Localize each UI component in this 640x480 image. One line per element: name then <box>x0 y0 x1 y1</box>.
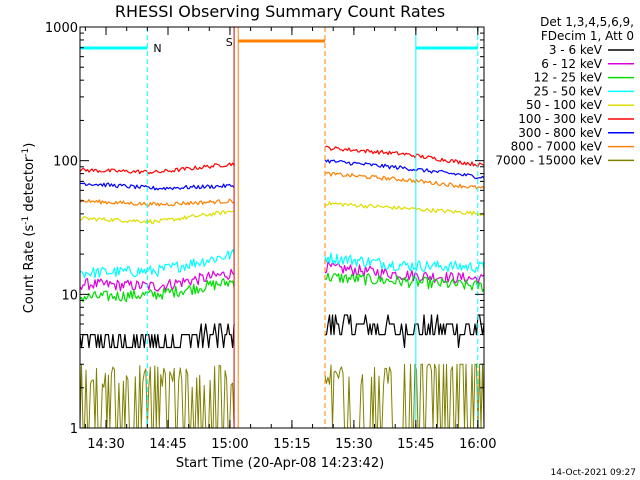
series-1-segment-1 <box>79 268 235 292</box>
series-6-segment-1 <box>80 182 235 191</box>
legend-label-7: 800 - 7000 keV <box>511 140 603 154</box>
series-2-segment-2 <box>324 272 485 292</box>
series-0-segment-1 <box>79 323 235 349</box>
legend: Det 1,3,4,5,6,9, FDecim 1, Att 0 3 - 6 k… <box>495 15 634 167</box>
legend-label-5: 100 - 300 keV <box>518 112 602 126</box>
x-tick-label-3: 15:15 <box>273 437 310 452</box>
series-4-segment-2 <box>324 201 485 217</box>
series-1-segment-2 <box>324 261 485 286</box>
x-tick-label-6: 16:00 <box>459 437 496 452</box>
chart-title: RHESSI Observing Summary Count Rates <box>115 2 445 21</box>
legend-label-6: 300 - 800 keV <box>518 126 602 140</box>
legend-header-line1: Det 1,3,4,5,6,9, <box>540 15 634 29</box>
series-7-segment-1 <box>79 198 235 207</box>
legend-label-2: 12 - 25 keV <box>534 71 603 85</box>
plot-frame <box>79 26 485 429</box>
x-tick-label-0: 14:30 <box>87 437 124 452</box>
legend-label-1: 6 - 12 keV <box>541 57 603 71</box>
series-3-segment-2 <box>324 252 485 273</box>
series-0-segment-2 <box>325 314 485 349</box>
series-7-segment-2 <box>324 171 485 190</box>
legend-label-8: 7000 - 15000 keV <box>495 153 602 167</box>
y-tick-label-3: 1 <box>70 422 78 437</box>
x-tick-label-2: 15:00 <box>211 437 248 452</box>
y-tick-label-1: 100 <box>53 155 78 170</box>
y-tick-label-2: 10 <box>61 288 78 303</box>
series-2-segment-1 <box>79 278 235 303</box>
x-tick-label-4: 15:30 <box>335 437 372 452</box>
x-tick-label-1: 14:45 <box>149 437 186 452</box>
x-axis: 14:30 14:45 15:00 15:15 15:30 15:45 16:00 <box>84 27 497 452</box>
x-tick-label-5: 15:45 <box>397 437 434 452</box>
y-axis: 1000 100 10 1 <box>45 21 484 437</box>
data-layer <box>79 145 485 429</box>
legend-label-4: 50 - 100 keV <box>526 98 603 112</box>
series-4-segment-1 <box>79 210 235 224</box>
saa-label-0: S <box>226 36 233 49</box>
series-5-segment-2 <box>324 145 485 168</box>
y-tick-label-0: 1000 <box>45 21 78 36</box>
legend-header-line2: FDecim 1, Att 0 <box>541 29 634 43</box>
legend-label-0: 3 - 6 keV <box>549 43 603 57</box>
x-axis-label: Start Time (20-Apr-08 14:23:42) <box>176 456 384 471</box>
series-5-segment-1 <box>79 162 235 175</box>
y-axis-label: Count Rate (s-1 detector-1) <box>21 143 37 314</box>
legend-label-3: 25 - 50 keV <box>534 84 603 98</box>
footer-timestamp: 14-Oct-2021 09:27 <box>551 468 636 478</box>
night-label-0: N <box>153 42 161 55</box>
series-6-segment-2 <box>324 159 485 180</box>
series-3-segment-1 <box>79 249 235 279</box>
